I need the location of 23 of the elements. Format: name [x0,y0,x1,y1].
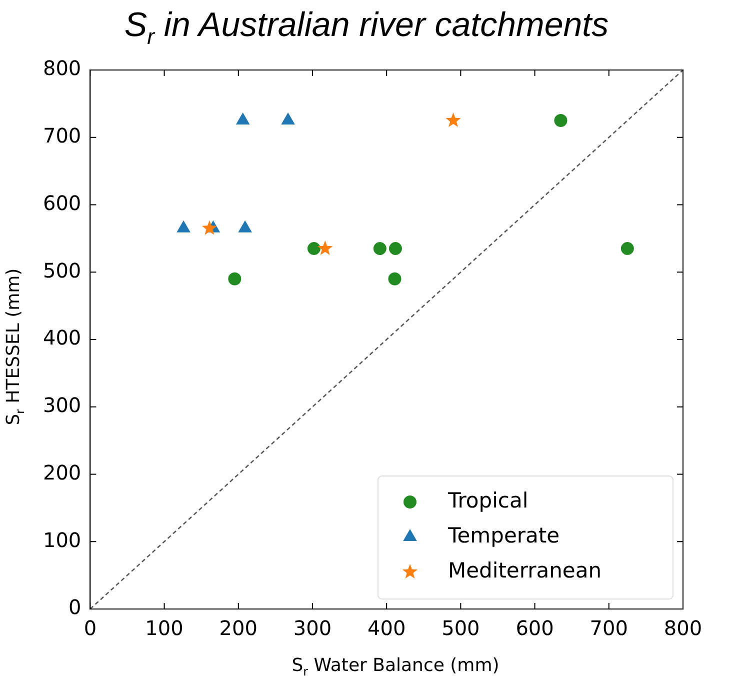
chart-title: S$_{r}$ in Australian river catchments [123,6,610,50]
x-tick-label: 100 [145,616,184,640]
y-tick-label: 500 [42,258,82,282]
x-tick-label: 600 [516,616,554,640]
y-tick-label: 200 [42,460,82,484]
legend-label: Temperate [447,523,560,548]
y-tick-label: 800 [42,56,82,80]
y-tick-label: 400 [42,326,82,350]
y-tick-label: 300 [42,393,82,418]
legend-label: Tropical [447,488,528,512]
x-tick-label: 200 [219,616,258,640]
y-tick-label: 600 [42,190,82,215]
x-tick-label: 500 [442,616,480,640]
x-tick-label: 700 [590,616,628,640]
x-tick-label: 400 [367,616,406,640]
x-tick-label: 300 [293,616,332,640]
y-tick-label: 100 [42,528,82,552]
x-tick-label: 0 [84,616,97,640]
y-tick-label: 700 [42,124,82,148]
legend-label: Mediterranean [448,558,602,582]
x-axis-title: S$_{r}$ Water Balance (mm) [290,655,500,679]
y-tick-label: 0 [68,595,82,620]
x-tick-label: 800 [664,616,702,640]
